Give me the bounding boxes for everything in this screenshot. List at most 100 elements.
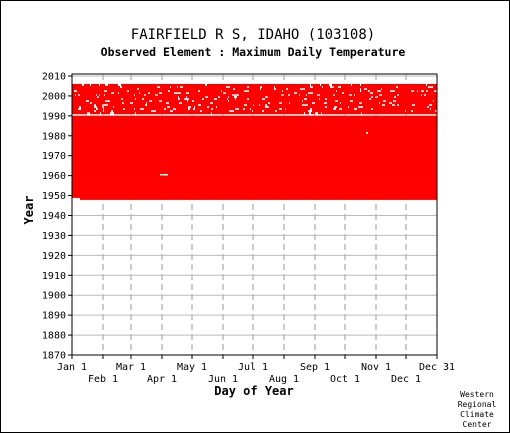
data-segment (98, 107, 103, 111)
data-segment (234, 109, 238, 113)
data-segment (206, 103, 210, 107)
data-segment (114, 85, 116, 89)
data-segment (243, 85, 247, 89)
data-segment (218, 107, 224, 111)
data-segment (219, 87, 221, 91)
data-segment (282, 99, 285, 103)
data-segment (256, 107, 263, 111)
data-segment (385, 107, 390, 111)
vertical-grid (102, 74, 407, 355)
data-segment (96, 103, 102, 107)
data-segment (307, 93, 314, 97)
data-segment (383, 101, 389, 105)
data-segment (317, 109, 320, 113)
data-segment (345, 83, 347, 87)
data-segment (72, 171, 218, 174)
data-segment (248, 99, 252, 103)
data-segment (146, 95, 150, 99)
data-segment (362, 103, 369, 107)
data-segment (259, 161, 305, 165)
data-segment (317, 87, 322, 91)
data-segment (158, 93, 163, 97)
data-segment (322, 155, 355, 159)
data-segment (100, 93, 104, 97)
data-segment (128, 87, 133, 91)
data-segment (183, 109, 187, 113)
data-segment (171, 91, 174, 95)
data-segment (135, 85, 140, 89)
data-segment (298, 111, 302, 115)
data-segment (288, 91, 294, 95)
data-segment (318, 85, 322, 89)
data-segment (76, 101, 80, 105)
x-tick-label: Jun 1 (208, 374, 238, 385)
data-segment (121, 105, 127, 109)
data-segment (295, 89, 299, 93)
data-segment (424, 89, 426, 93)
data-segment (334, 101, 340, 105)
data-segment (368, 101, 373, 105)
data-segment (277, 141, 382, 145)
data-segment (194, 99, 200, 103)
data-segment (355, 109, 362, 113)
data-segment (307, 101, 312, 105)
data-segment (249, 91, 253, 95)
data-segment (84, 91, 91, 95)
data-segment (224, 89, 228, 93)
data-segment (334, 95, 340, 99)
data-segment (235, 91, 238, 95)
data-segment (378, 95, 384, 99)
data-segment (196, 111, 201, 115)
data-segment (382, 93, 387, 97)
data-segment (260, 103, 265, 107)
data-segment (109, 87, 113, 91)
data-segment (87, 105, 92, 109)
y-tick-label: 1910 (42, 271, 66, 282)
data-segment (354, 87, 356, 91)
data-segment (235, 83, 238, 87)
data-segment (149, 111, 152, 115)
data-segment (346, 105, 348, 109)
data-segment (201, 103, 206, 107)
data-segment (85, 95, 92, 99)
data-segment (124, 99, 126, 103)
chart-title: FAIRFIELD R S, IDAHO (103108) (131, 27, 375, 43)
data-segment (429, 105, 433, 109)
data-segment (347, 87, 354, 91)
data-segment (239, 89, 242, 93)
data-segment (250, 101, 254, 105)
data-segment (115, 93, 117, 97)
data-segment (243, 91, 246, 95)
data-segment (220, 95, 222, 99)
data-segment (118, 107, 123, 111)
data-segment (213, 93, 216, 97)
data-segment (104, 109, 108, 113)
data-segment (233, 89, 236, 93)
data-segment (101, 111, 105, 115)
data-segment (223, 87, 227, 91)
data-segment (346, 165, 424, 169)
data-segment (92, 95, 97, 99)
data-segment (304, 95, 308, 99)
data-segment (85, 103, 91, 107)
data-segment (162, 111, 168, 115)
data-segment (344, 93, 346, 97)
data-segment (201, 91, 207, 95)
data-segment (204, 89, 210, 93)
data-segment (390, 107, 395, 111)
data-segment (379, 111, 382, 115)
data-segment (98, 111, 100, 115)
data-segment (263, 95, 265, 99)
data-segment (278, 87, 282, 91)
data-segment (415, 93, 421, 97)
data-segment (402, 99, 407, 103)
data-segment (390, 95, 392, 99)
data-segment (72, 189, 168, 192)
data-segment (415, 95, 422, 99)
data-segment (313, 91, 318, 95)
data-segment (174, 103, 177, 107)
data-segment (92, 101, 95, 105)
data-segment (391, 85, 393, 89)
data-segment (238, 109, 245, 113)
data-segment (365, 189, 437, 192)
